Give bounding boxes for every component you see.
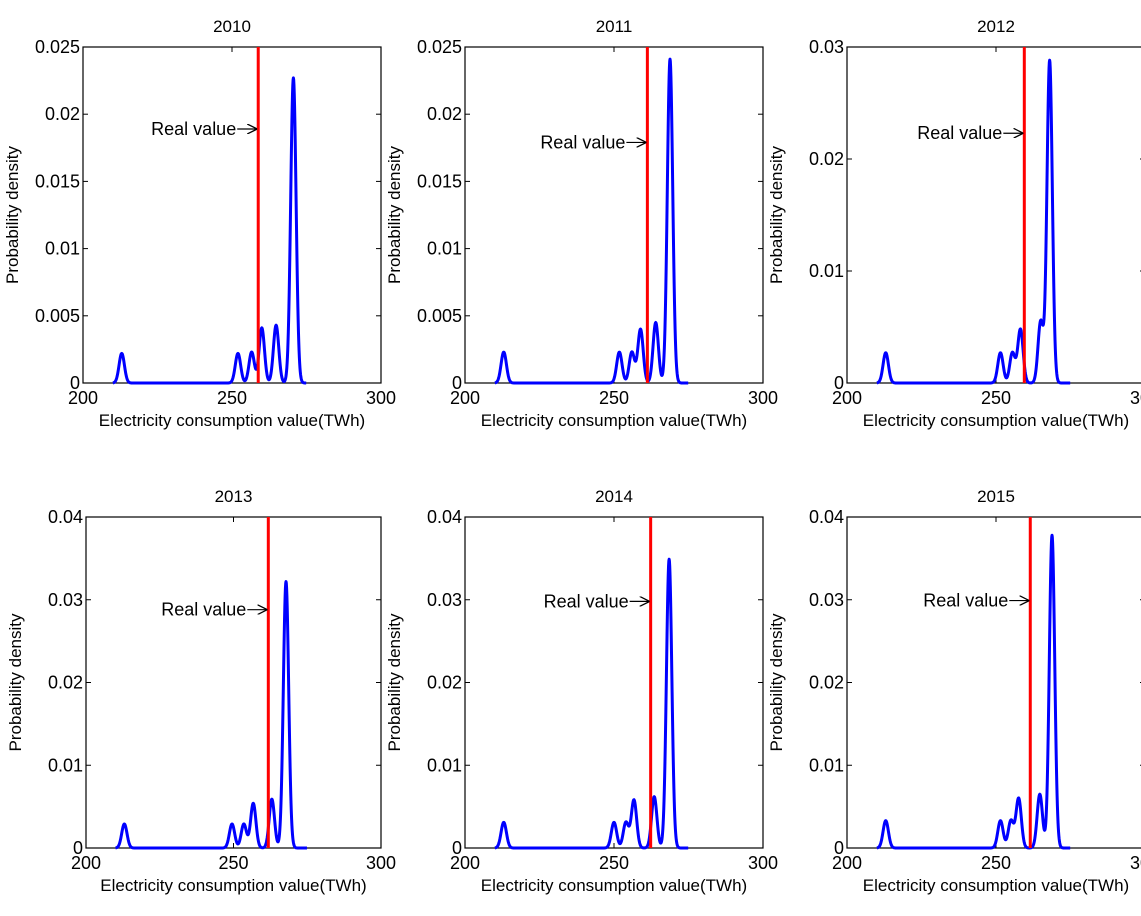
y-tick-label: 0.01 (809, 755, 844, 775)
x-tick-label: 250 (217, 388, 247, 408)
annotation-real-value: Real value (151, 119, 236, 139)
y-tick-label: 0.02 (427, 104, 462, 124)
x-tick-label: 300 (366, 853, 396, 873)
density-curve (875, 533, 1072, 850)
y-tick-label: 0.04 (427, 507, 462, 527)
chart-panel-2015: 2015 0 0.01 0.02 0.03 0.04 200 250 300Electricit… (767, 487, 1141, 895)
y-axis-label: Probability density (6, 613, 25, 751)
y-tick-label: 0.03 (48, 590, 83, 610)
x-tick-label: 200 (832, 388, 862, 408)
y-tick-label: 0.01 (427, 239, 462, 259)
y-tick-label: 0 (452, 838, 462, 858)
axes-frame (464, 516, 764, 849)
x-tick-label: 200 (68, 388, 98, 408)
annotation-real-value: Real value (544, 591, 629, 611)
x-tick-label: 300 (366, 388, 396, 408)
y-axis-label: Probability density (3, 146, 22, 284)
y-tick-label: 0.04 (809, 507, 844, 527)
y-tick-label: 0 (834, 373, 844, 393)
axes-frame (846, 516, 1141, 849)
y-tick-label: 0.005 (417, 306, 462, 326)
annotation-real-value: Real value (540, 132, 625, 152)
y-axis-label: Probability density (385, 146, 404, 284)
y-tick-label: 0.01 (48, 755, 83, 775)
x-tick-label: 300 (748, 388, 778, 408)
x-tick-label: 200 (71, 853, 101, 873)
x-axis-label: Electricity consumption value(TWh) (863, 876, 1129, 895)
x-tick-label: 300 (1130, 388, 1141, 408)
x-tick-label: 250 (981, 388, 1011, 408)
chart-panel-2010: 2010 0 0.005 0.01 0.015 0.02 0.025 200 250 300Ele… (3, 17, 396, 430)
y-tick-label: 0.03 (809, 590, 844, 610)
y-tick-label: 0.02 (809, 673, 844, 693)
y-tick-label: 0.01 (427, 755, 462, 775)
y-axis-label: Probability density (385, 613, 404, 751)
x-axis-label: Electricity consumption value(TWh) (100, 876, 366, 895)
y-tick-label: 0.025 (35, 37, 80, 57)
y-tick-label: 0.04 (48, 507, 83, 527)
y-tick-label: 0.02 (809, 149, 844, 169)
density-curve (493, 557, 690, 850)
axes-frame (464, 46, 764, 384)
y-tick-label: 0.03 (427, 590, 462, 610)
chart-title: 2011 (596, 17, 633, 36)
x-axis-label: Electricity consumption value(TWh) (481, 411, 747, 430)
chart-panel-2011: 2011 0 0.005 0.01 0.015 0.02 0.025 200 250 300Ele… (385, 17, 778, 430)
y-tick-label: 0 (452, 373, 462, 393)
y-axis-label: Probability density (767, 146, 786, 284)
x-tick-label: 200 (450, 388, 480, 408)
chart-title: 2014 (595, 487, 633, 506)
chart-panel-2014: 2014 0 0.01 0.02 0.03 0.04 200 250 300Electricit… (385, 487, 778, 895)
x-tick-label: 300 (748, 853, 778, 873)
y-tick-label: 0 (834, 838, 844, 858)
y-tick-label: 0.005 (35, 306, 80, 326)
x-tick-label: 250 (981, 853, 1011, 873)
axes-frame (846, 46, 1141, 384)
y-tick-label: 0.02 (427, 673, 462, 693)
y-tick-label: 0.02 (45, 104, 80, 124)
y-tick-label: 0 (73, 838, 83, 858)
axes-frame (85, 516, 382, 849)
y-tick-label: 0.01 (45, 239, 80, 259)
annotation-real-value: Real value (923, 591, 1008, 611)
y-axis-label: Probability density (767, 613, 786, 751)
density-curve (493, 57, 690, 385)
x-tick-label: 250 (599, 853, 629, 873)
annotation-real-value: Real value (161, 600, 246, 620)
y-tick-label: 0.01 (809, 261, 844, 281)
chart-title: 2010 (213, 17, 251, 36)
y-tick-label: 0.015 (417, 171, 462, 191)
x-tick-label: 250 (599, 388, 629, 408)
chart-title: 2015 (977, 487, 1015, 506)
density-curve (114, 580, 309, 850)
y-tick-label: 0.03 (809, 37, 844, 57)
x-axis-label: Electricity consumption value(TWh) (99, 411, 365, 430)
x-tick-label: 300 (1130, 853, 1141, 873)
x-tick-label: 200 (450, 853, 480, 873)
y-tick-label: 0.025 (417, 37, 462, 57)
y-tick-label: 0 (70, 373, 80, 393)
y-tick-label: 0.015 (35, 171, 80, 191)
x-tick-label: 200 (832, 853, 862, 873)
x-axis-label: Electricity consumption value(TWh) (863, 411, 1129, 430)
y-tick-label: 0.02 (48, 673, 83, 693)
x-tick-label: 250 (218, 853, 248, 873)
density-curve (875, 58, 1072, 385)
axes-frame (82, 46, 382, 384)
annotation-real-value: Real value (917, 123, 1002, 143)
density-curve (111, 76, 308, 385)
chart-title: 2013 (215, 487, 253, 506)
chart-panel-2013: 2013 0 0.01 0.02 0.03 0.04 200 250 300Electricit… (6, 487, 396, 895)
x-axis-label: Electricity consumption value(TWh) (481, 876, 747, 895)
chart-title: 2012 (977, 17, 1015, 36)
